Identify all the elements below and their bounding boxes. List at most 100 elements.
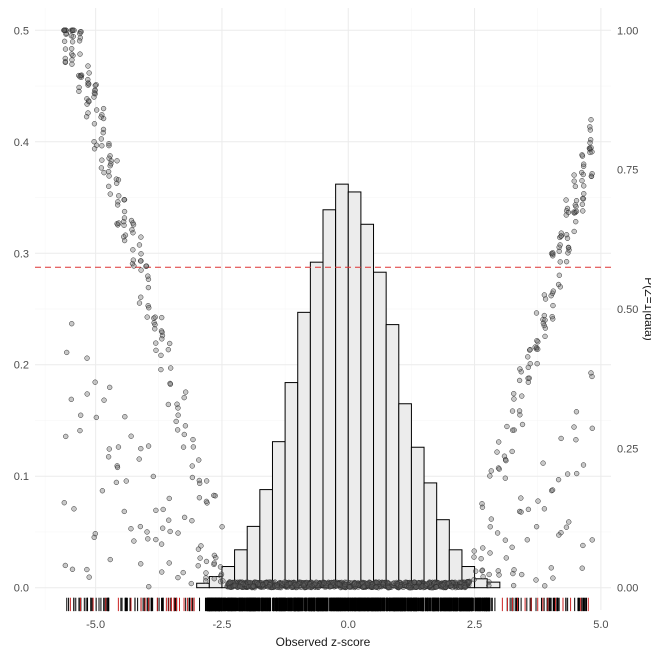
scatter-point	[232, 583, 237, 588]
scatter-point	[145, 536, 150, 541]
scatter-point	[534, 311, 539, 316]
scatter-point	[139, 251, 144, 256]
scatter-point	[62, 39, 67, 44]
y-left-tick-label: 0.5	[14, 25, 29, 37]
scatter-point	[489, 517, 494, 522]
scatter-point	[589, 117, 594, 122]
scatter-point	[124, 479, 129, 484]
x-tick-label: 0.0	[341, 619, 356, 631]
scatter-point	[129, 434, 134, 439]
scatter-point	[146, 444, 151, 449]
scatter-point	[535, 361, 540, 366]
scatter-point	[176, 531, 181, 536]
scatter-point	[198, 556, 203, 561]
histogram-bar	[348, 192, 361, 588]
scatter-point	[78, 52, 83, 57]
scatter-point	[580, 543, 585, 548]
chart-svg: 0.00.10.20.30.40.50.000.250.500.751.00-5…	[0, 0, 651, 672]
scatter-point	[534, 578, 539, 583]
scatter-point	[572, 229, 577, 234]
scatter-point	[343, 582, 348, 587]
scatter-point	[473, 569, 478, 574]
scatter-point	[517, 378, 522, 383]
scatter-point	[295, 583, 300, 588]
histogram-bar	[374, 272, 387, 587]
scatter-point	[203, 578, 208, 583]
scatter-point	[131, 258, 136, 263]
scatter-point	[284, 583, 289, 588]
scatter-point	[266, 584, 271, 589]
scatter-point	[581, 172, 586, 177]
scatter-point	[590, 374, 595, 379]
scatter-point	[138, 561, 143, 566]
scatter-point	[581, 183, 586, 188]
scatter-point	[566, 520, 571, 525]
scatter-point	[564, 259, 569, 264]
scatter-point	[386, 585, 391, 590]
scatter-point	[182, 515, 187, 520]
scatter-point	[362, 584, 367, 589]
histogram-bar	[424, 483, 437, 588]
scatter-point	[137, 457, 142, 462]
scatter-point	[328, 584, 333, 589]
scatter-point	[115, 199, 120, 204]
scatter-point	[102, 398, 107, 403]
scatter-point	[518, 496, 523, 501]
chart-container: 0.00.10.20.30.40.50.000.250.500.751.00-5…	[0, 0, 651, 672]
scatter-point	[479, 556, 484, 561]
scatter-point	[72, 28, 77, 33]
scatter-point	[412, 580, 417, 585]
scatter-point	[289, 585, 294, 590]
scatter-point	[138, 295, 143, 300]
scatter-point	[228, 580, 233, 585]
scatter-point	[472, 549, 477, 554]
scatter-point	[526, 507, 531, 512]
scatter-point	[87, 71, 92, 76]
scatter-point	[130, 247, 135, 252]
scatter-point	[86, 81, 91, 86]
scatter-point	[556, 533, 561, 538]
scatter-point	[146, 285, 151, 290]
x-tick-label: 5.0	[593, 619, 608, 631]
scatter-point	[196, 563, 201, 568]
scatter-point	[159, 542, 164, 547]
scatter-point	[77, 85, 82, 90]
scatter-point	[503, 538, 508, 543]
scatter-point	[441, 582, 446, 587]
scatter-point	[78, 413, 83, 418]
scatter-point	[108, 161, 113, 166]
scatter-point	[167, 561, 172, 566]
scatter-point	[564, 525, 569, 530]
histogram-bar	[323, 210, 336, 588]
scatter-point	[536, 499, 541, 504]
scatter-point	[107, 156, 112, 161]
scatter-point	[403, 580, 408, 585]
scatter-point	[166, 402, 171, 407]
scatter-point	[573, 203, 578, 208]
scatter-point	[517, 367, 522, 372]
scatter-point	[158, 367, 163, 372]
scatter-point	[503, 476, 508, 481]
scatter-point	[191, 445, 196, 450]
scatter-point	[542, 313, 547, 318]
scatter-point	[78, 74, 83, 79]
scatter-point	[84, 567, 89, 572]
scatter-point	[213, 555, 218, 560]
scatter-point	[313, 581, 318, 586]
scatter-point	[472, 577, 477, 582]
scatter-point	[573, 437, 578, 442]
scatter-point	[580, 154, 585, 159]
scatter-point	[122, 197, 127, 202]
histogram-bar	[260, 490, 273, 588]
scatter-point	[550, 488, 555, 493]
scatter-point	[121, 234, 126, 239]
scatter-point	[146, 305, 151, 310]
scatter-point	[556, 477, 561, 482]
scatter-point	[84, 114, 89, 119]
scatter-point	[212, 561, 217, 566]
y-right-tick-label: 1.00	[617, 25, 638, 37]
scatter-point	[374, 585, 379, 590]
scatter-point	[204, 559, 209, 564]
histogram-bar	[361, 224, 374, 587]
scatter-point	[588, 150, 593, 155]
